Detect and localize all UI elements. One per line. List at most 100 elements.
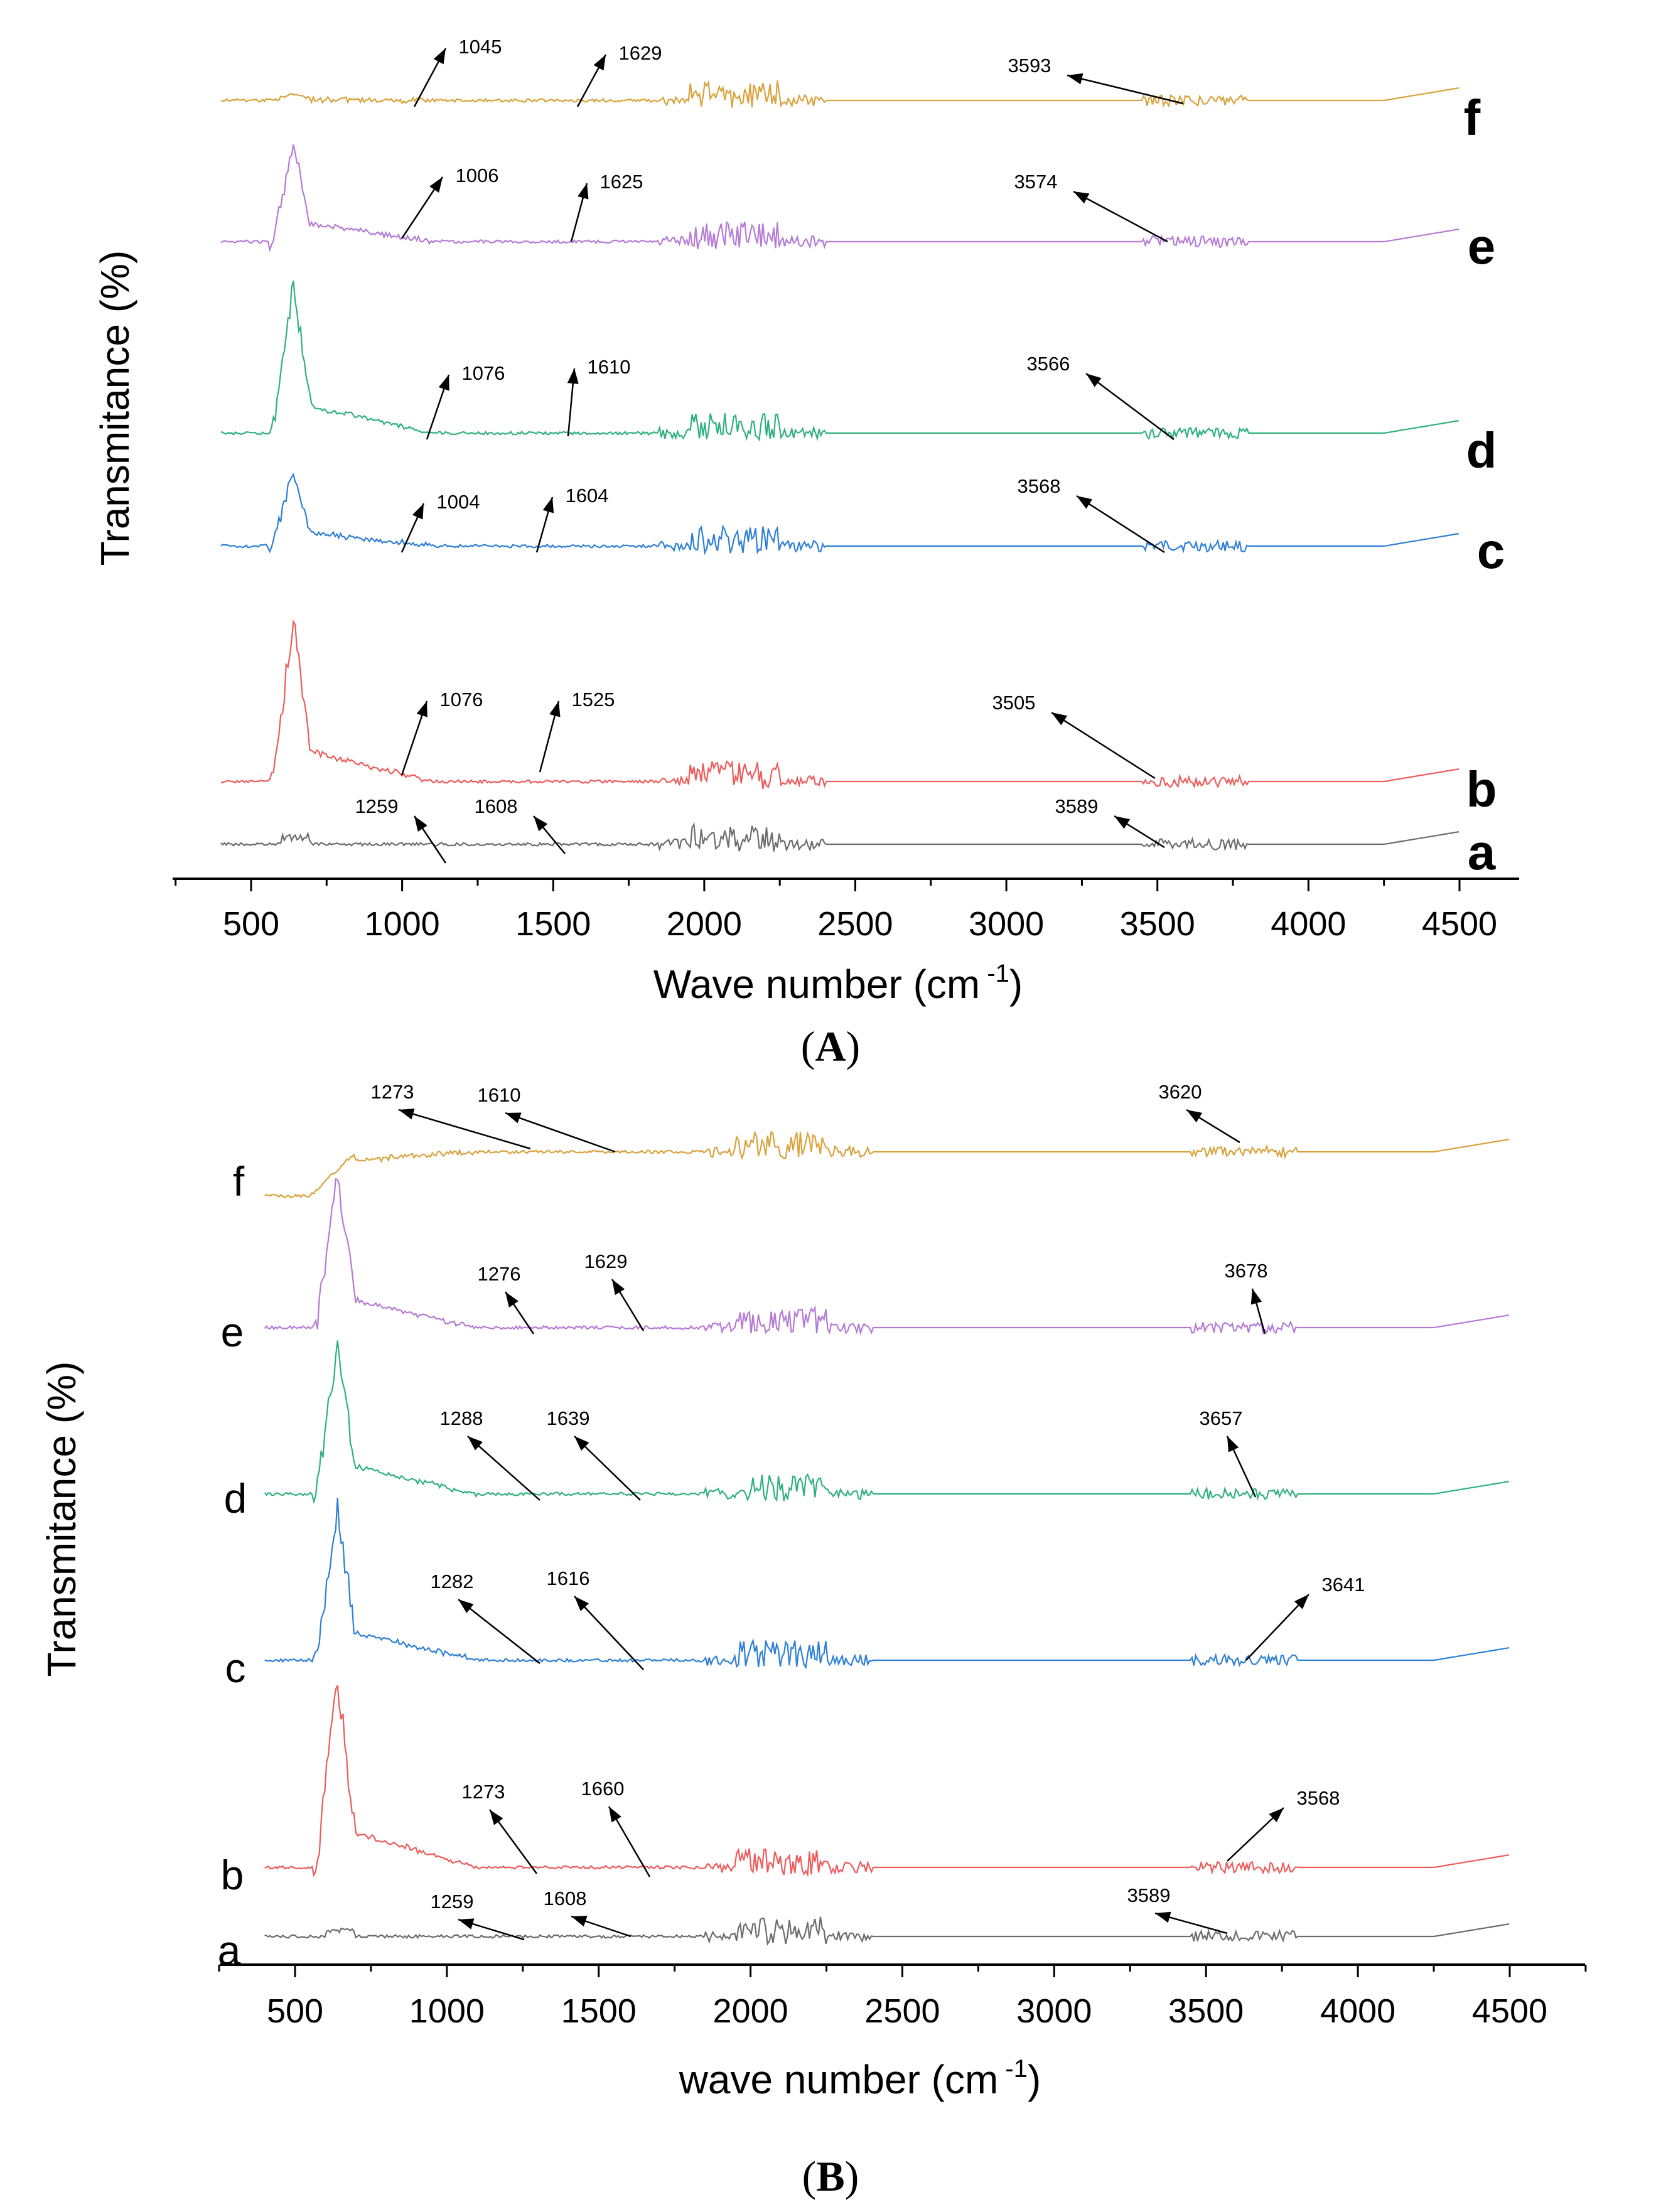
peak-annotation-label: 1259	[355, 795, 399, 817]
annotation-arrow-e-shaft	[1073, 190, 1168, 243]
spectrum-line-d	[220, 281, 1459, 442]
y-axis-title: Transmitance (%)	[92, 250, 137, 566]
peak-annotation-label: 1525	[572, 689, 615, 711]
annotation-arrow-d-head	[567, 368, 579, 384]
annotation-arrow-d-shaft	[574, 1436, 641, 1501]
peak-annotation-label: 3568	[1018, 475, 1061, 497]
annotation-arrow-e-head	[1250, 1289, 1262, 1305]
annotation-arrow-b-head	[416, 701, 427, 717]
peak-annotation-label: 1625	[600, 171, 643, 193]
x-tick-label: 2500	[864, 1992, 940, 2030]
annotation-arrow-c-head	[1077, 496, 1093, 509]
curve-label-c: c	[1477, 523, 1505, 579]
annotation-arrow-f-head	[593, 55, 606, 71]
panel-b-chart: 500 1000 1500 2000 2500 3000 3500 4000 4500 wave …	[39, 1081, 1587, 2102]
peak-annotation-label: 1288	[440, 1407, 483, 1429]
y-axis-title: Transmitance (%)	[39, 1361, 84, 1677]
peak-annotation-label: 3589	[1055, 795, 1099, 817]
peak-annotation-label: 1629	[619, 42, 662, 64]
spectrum-line-d	[264, 1340, 1510, 1505]
annotation-arrow-f-shaft	[398, 1109, 531, 1150]
x-axis-title: wave number (cm -1)	[679, 2055, 1041, 2102]
spectrum-line-e	[264, 1178, 1510, 1336]
annotation-arrow-d-head	[1086, 373, 1102, 387]
x-axis-title: Wave number (cm -1)	[653, 960, 1023, 1007]
x-tick-label: 4000	[1271, 905, 1346, 943]
peak-annotation-label: 3566	[1027, 353, 1070, 375]
annotation-arrow-b-head	[609, 1807, 621, 1823]
x-tick-label: 500	[267, 1992, 323, 2030]
curve-label-d: d	[1466, 422, 1497, 478]
peak-annotation-label: 1608	[544, 1887, 587, 1909]
peak-annotation-label: 1276	[478, 1263, 521, 1285]
spectrum-line-c	[220, 473, 1459, 556]
annotation-arrow-c-shaft	[574, 1596, 644, 1670]
curve-label-c: c	[225, 1645, 246, 1691]
annotation-arrow-a-head	[534, 816, 548, 832]
annotation-arrow-f-shaft	[1067, 74, 1184, 105]
spectrum-line-e	[220, 144, 1459, 252]
peak-annotation-label: 1660	[581, 1778, 625, 1800]
curve-label-b: b	[221, 1852, 244, 1898]
x-tick-label: 3000	[969, 905, 1044, 943]
curve-label-d: d	[224, 1475, 247, 1522]
peak-annotation-label: 1610	[478, 1084, 521, 1106]
peak-annotation-label: 1259	[431, 1891, 474, 1913]
annotation-arrow-c-head	[458, 1599, 474, 1613]
curve-label-e: e	[1468, 218, 1496, 274]
annotation-arrow-c-head	[542, 497, 554, 513]
annotation-arrow-a-head	[458, 1918, 475, 1930]
peak-annotation-label: 1629	[584, 1250, 628, 1272]
annotation-arrow-a-head	[1114, 816, 1131, 829]
x-tick-label: 3500	[1168, 1992, 1244, 2030]
spectrum-line-a	[264, 1916, 1510, 1946]
annotation-arrow-f-head	[1186, 1110, 1203, 1123]
peak-annotation-label: 3678	[1225, 1260, 1268, 1282]
peak-annotation-label: 3589	[1127, 1884, 1171, 1906]
annotation-arrow-d-head	[468, 1436, 483, 1451]
curve-label-e: e	[221, 1309, 244, 1355]
annotation-arrow-c-shaft	[1245, 1594, 1309, 1661]
annotation-arrow-a-head	[571, 1916, 588, 1927]
x-tick-label: 4500	[1422, 905, 1497, 943]
x-tick-label: 500	[223, 905, 279, 943]
panel-a-label: (A)	[801, 1023, 860, 1070]
annotation-arrow-e-head	[1073, 191, 1090, 204]
peak-annotation-label: 1639	[547, 1407, 590, 1429]
peak-annotation-label: 3505	[992, 692, 1036, 714]
spectrum-line-b	[220, 619, 1459, 790]
annotation-arrow-e-head	[505, 1292, 519, 1307]
curve-label-a: a	[218, 1927, 241, 1973]
annotation-arrow-e-head	[429, 177, 443, 193]
annotation-arrow-c-shaft	[458, 1599, 540, 1664]
annotation-arrow-d-shaft	[467, 1436, 540, 1501]
peak-annotation-label: 1616	[547, 1567, 590, 1589]
annotation-arrow-e-head	[612, 1279, 625, 1296]
annotation-arrow-b-head	[1269, 1808, 1284, 1823]
spectrum-line-a	[220, 822, 1459, 852]
annotation-arrow-a-head	[1155, 1911, 1171, 1923]
annotation-arrow-e-head	[578, 183, 589, 200]
peak-annotation-label: 3657	[1200, 1407, 1243, 1429]
annotation-arrow-c-shaft	[1076, 495, 1165, 554]
panel-b-label: (B)	[802, 2152, 859, 2200]
peak-annotation-label: 1006	[456, 164, 499, 186]
annotation-arrow-d-head	[574, 1436, 589, 1451]
x-tick-label: 2000	[667, 905, 742, 943]
x-tick-label: 2500	[817, 905, 893, 943]
spectrum-line-c	[264, 1498, 1510, 1670]
peak-annotation-label: 1076	[462, 362, 505, 384]
annotation-arrow-f-head	[505, 1112, 522, 1124]
peak-annotation-label: 1004	[437, 491, 480, 513]
peak-annotation-label: 3641	[1322, 1574, 1365, 1596]
curve-label-f: f	[1464, 90, 1481, 146]
annotation-arrow-c-head	[1294, 1594, 1309, 1609]
annotation-arrow-b-head	[1051, 712, 1068, 726]
peak-annotation-label: 1273	[371, 1081, 414, 1103]
annotation-arrow-b-head	[490, 1810, 503, 1825]
curve-label-b: b	[1466, 761, 1497, 817]
peak-annotation-label: 3593	[1008, 55, 1051, 77]
x-tick-label: 1000	[365, 905, 440, 943]
peak-annotation-label: 1604	[566, 485, 609, 507]
annotation-arrow-d-head	[1227, 1436, 1239, 1452]
